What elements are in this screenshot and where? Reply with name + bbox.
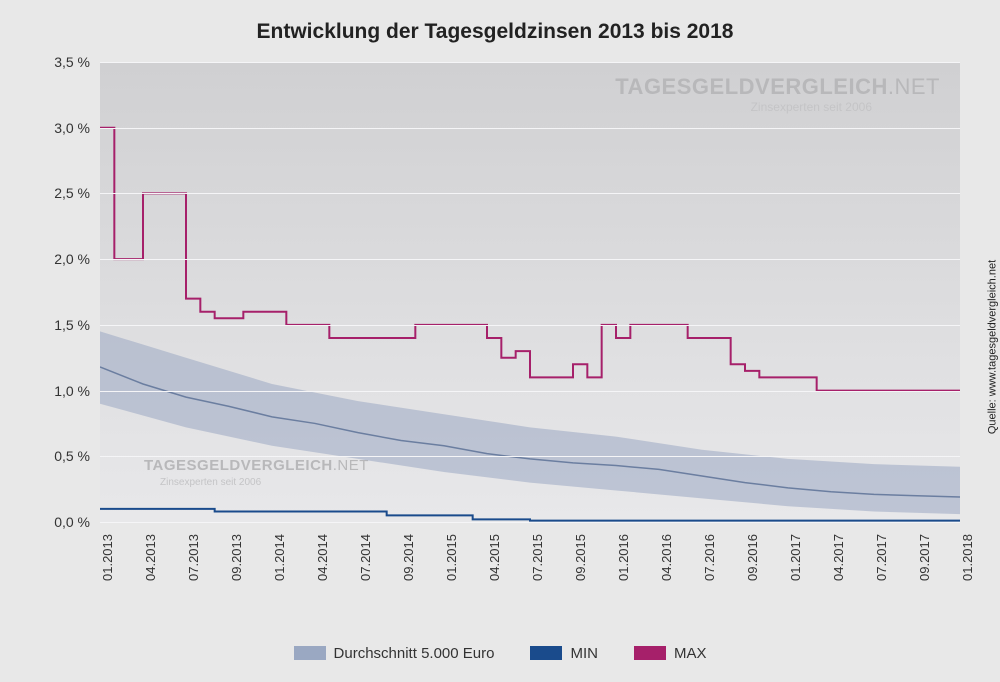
- legend-item-min: MIN: [530, 645, 598, 662]
- legend-swatch: [530, 646, 562, 660]
- chart-container: Entwicklung der Tagesgeldzinsen 2013 bis…: [0, 0, 1000, 682]
- x-axis-label: 09.2016: [745, 534, 760, 594]
- grid-line: [100, 259, 960, 260]
- y-axis-label: 2,5 %: [40, 185, 90, 201]
- y-axis-label: 0,5 %: [40, 448, 90, 464]
- grid-line: [100, 456, 960, 457]
- x-axis-label: 07.2014: [358, 534, 373, 594]
- y-axis-label: 1,5 %: [40, 317, 90, 333]
- source-text: Quelle: www.tagesgeldvergleich.net: [986, 260, 998, 434]
- x-axis-label: 09.2017: [917, 534, 932, 594]
- grid-line: [100, 391, 960, 392]
- legend-swatch: [294, 646, 326, 660]
- chart-svg: [100, 62, 960, 522]
- x-axis-label: 07.2015: [530, 534, 545, 594]
- plot-area: TAGESGELDVERGLEICH.NET Zinsexperten seit…: [100, 62, 960, 522]
- legend-swatch: [634, 646, 666, 660]
- x-axis-label: 07.2016: [702, 534, 717, 594]
- x-axis-label: 09.2013: [229, 534, 244, 594]
- x-axis-label: 04.2014: [315, 534, 330, 594]
- y-axis-label: 3,0 %: [40, 120, 90, 136]
- x-axis-label: 01.2018: [960, 534, 975, 594]
- legend-item-max: MAX: [634, 645, 707, 662]
- x-axis-label: 09.2015: [573, 534, 588, 594]
- legend-label: MIN: [570, 645, 598, 662]
- grid-line: [100, 522, 960, 523]
- chart-wrap: TAGESGELDVERGLEICH.NET Zinsexperten seit…: [40, 62, 960, 592]
- x-axis-label: 01.2015: [444, 534, 459, 594]
- legend: Durchschnitt 5.000 Euro MIN MAX: [0, 645, 1000, 665]
- y-axis-label: 2,0 %: [40, 251, 90, 267]
- x-axis-label: 01.2014: [272, 534, 287, 594]
- legend-label: Durchschnitt 5.000 Euro: [334, 645, 495, 662]
- x-axis-label: 04.2016: [659, 534, 674, 594]
- x-axis-label: 07.2017: [874, 534, 889, 594]
- x-axis-label: 04.2015: [487, 534, 502, 594]
- grid-line: [100, 325, 960, 326]
- x-axis-label: 09.2014: [401, 534, 416, 594]
- grid-line: [100, 193, 960, 194]
- x-axis-label: 01.2016: [616, 534, 631, 594]
- grid-line: [100, 62, 960, 63]
- legend-label: MAX: [674, 645, 707, 662]
- legend-item-avg: Durchschnitt 5.000 Euro: [294, 645, 495, 662]
- y-axis-label: 1,0 %: [40, 383, 90, 399]
- x-axis-label: 01.2013: [100, 534, 115, 594]
- min-line: [100, 509, 960, 521]
- x-axis-label: 01.2017: [788, 534, 803, 594]
- grid-line: [100, 128, 960, 129]
- x-axis-label: 04.2017: [831, 534, 846, 594]
- x-axis-label: 04.2013: [143, 534, 158, 594]
- y-axis-label: 0,0 %: [40, 514, 90, 530]
- x-axis-label: 07.2013: [186, 534, 201, 594]
- y-axis-label: 3,5 %: [40, 54, 90, 70]
- chart-title: Entwicklung der Tagesgeldzinsen 2013 bis…: [20, 20, 970, 44]
